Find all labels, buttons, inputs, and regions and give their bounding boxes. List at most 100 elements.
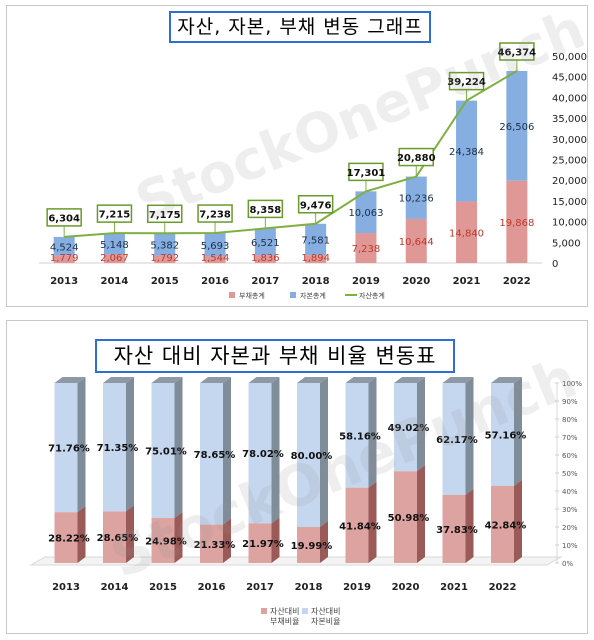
debt-ratio-bar-side xyxy=(271,517,280,563)
capital-bar xyxy=(254,228,276,256)
x-tick-label: 2019 xyxy=(343,582,371,593)
debt-bar xyxy=(355,233,377,263)
asset-callout-box xyxy=(197,204,233,223)
asset-callout-box xyxy=(46,208,82,227)
capital-data-label: 24,384 xyxy=(449,147,484,158)
capital-ratio-bar-top xyxy=(103,377,134,383)
capital-bar xyxy=(305,223,327,256)
asset-data-label: 46,374 xyxy=(498,48,537,59)
capital-bar xyxy=(103,233,125,255)
debt-ratio-bar xyxy=(345,487,369,563)
asset-callout-box xyxy=(96,204,133,223)
legend-capital-label: 자본총계 xyxy=(300,291,326,300)
y-tick-label: 35,000 xyxy=(552,114,587,125)
ratio-chart-panel: 0% 10% 20% 30% 40% 50% 60% 70% 80% 90% 100% 28.22% 7… xyxy=(6,320,588,634)
debt-ratio-label: 50.98% xyxy=(388,513,430,524)
capital-ratio-bar xyxy=(394,383,417,472)
legend-debt-ratio-swatch xyxy=(261,608,267,614)
asset-data-label: 39,224 xyxy=(447,77,486,88)
debt-data-label: 19,868 xyxy=(499,218,534,229)
capital-data-label: 10,063 xyxy=(348,208,383,219)
y-tick-label: 90% xyxy=(562,398,578,406)
x-tick-label: 2019 xyxy=(352,276,380,287)
capital-data-label: 5,693 xyxy=(201,241,230,252)
y-tick-label: 10,000 xyxy=(552,218,587,229)
y-tick-label: 45,000 xyxy=(552,73,587,84)
capital-bar xyxy=(53,236,75,256)
legend-capital-swatch xyxy=(290,292,296,298)
debt-ratio-bar-side xyxy=(77,506,86,563)
debt-data-label: 1,544 xyxy=(201,253,230,264)
asset-total-line xyxy=(64,70,518,238)
debt-data-label: 1,779 xyxy=(50,253,79,264)
capital-ratio-bar-side xyxy=(417,377,425,472)
y-tick-label: 70% xyxy=(562,434,578,442)
debt-data-label: 1,836 xyxy=(251,253,280,264)
legend-debt-label: 부채총계 xyxy=(239,291,265,300)
x-tick-label: 2018 xyxy=(295,582,323,593)
capital-ratio-bar xyxy=(103,383,126,512)
capital-ratio-label: 75.01% xyxy=(145,447,187,458)
y-tick-label: 0% xyxy=(562,560,573,568)
asset-callout-box xyxy=(247,199,284,219)
x-tick-label: 2014 xyxy=(101,582,129,593)
debt-bar xyxy=(154,255,176,263)
capital-ratio-label: 80.00% xyxy=(291,451,333,462)
debt-bar xyxy=(254,255,276,263)
asset-callout-box xyxy=(448,71,485,91)
x-tick-label: 2013 xyxy=(52,582,80,593)
debt-ratio-bar-side xyxy=(465,488,474,563)
y-tick-label: 30% xyxy=(562,506,578,514)
asset-data-label: 9,476 xyxy=(300,200,332,211)
x-tick-label: 2022 xyxy=(489,582,517,593)
debt-ratio-bar-side xyxy=(174,512,183,563)
capital-ratio-bar xyxy=(248,383,272,524)
debt-ratio-bar xyxy=(151,518,175,563)
debt-ratio-label: 24.98% xyxy=(145,537,187,548)
capital-ratio-bar xyxy=(200,383,223,525)
capital-data-label: 7,581 xyxy=(301,235,330,246)
x-tick-label: 2017 xyxy=(246,582,274,593)
capital-ratio-label: 58.16% xyxy=(339,431,381,442)
y-tick-label: 15,000 xyxy=(552,197,587,208)
capital-ratio-label: 78.02% xyxy=(242,449,284,460)
y-tick-label: 40,000 xyxy=(552,93,587,104)
chart1-title: 자산, 자본, 부채 변동 그래프 xyxy=(169,11,431,43)
chart2-title: 자산 대비 자본과 부채 비율 변동표 xyxy=(95,339,455,373)
asset-data-label: 7,238 xyxy=(199,210,231,221)
x-tick-label: 2015 xyxy=(149,582,177,593)
capital-data-label: 5,148 xyxy=(100,240,129,251)
capital-ratio-bar-side xyxy=(514,377,522,486)
capital-ratio-bar-side xyxy=(77,377,86,513)
legend-debt-ratio-label: 자산대비 xyxy=(270,606,299,616)
asset-data-label: 7,215 xyxy=(99,210,131,221)
y-tick-label: 80% xyxy=(562,416,578,424)
debt-ratio-bar xyxy=(491,485,514,563)
capital-ratio-bar-top xyxy=(394,377,425,383)
capital-ratio-bar-side xyxy=(223,377,231,525)
debt-data-label: 10,644 xyxy=(399,237,434,248)
capital-ratio-bar-top xyxy=(54,377,86,383)
capital-ratio-bar-side xyxy=(271,377,280,524)
x-tick-label: 2014 xyxy=(101,276,129,287)
capital-ratio-label: 71.76% xyxy=(48,444,90,455)
asset-data-label: 8,358 xyxy=(250,205,282,216)
capital-ratio-bar-side xyxy=(320,377,328,528)
debt-data-label: 1,792 xyxy=(150,253,179,264)
capital-ratio-label: 49.02% xyxy=(388,423,430,434)
legend-asset-label: 자산총계 xyxy=(359,291,385,300)
asset-capital-debt-chart-panel: 0 5,000 10,000 15,000 20,000 25,000 30,000 35,0… xyxy=(6,0,593,307)
capital-ratio-bar-side xyxy=(465,377,474,495)
capital-ratio-bar-top xyxy=(248,377,280,383)
capital-data-label: 5,382 xyxy=(150,240,179,251)
capital-ratio-bar-side xyxy=(368,377,377,488)
capital-ratio-bar xyxy=(151,383,175,519)
capital-ratio-label: 57.16% xyxy=(485,430,527,441)
debt-ratio-label: 28.22% xyxy=(48,534,90,545)
debt-bar xyxy=(204,256,226,263)
capital-ratio-bar-top xyxy=(491,377,522,383)
legend-debt-ratio-label: 부채비율 xyxy=(270,616,299,626)
x-tick-label: 2016 xyxy=(201,276,229,287)
y-tick-label: 20% xyxy=(562,524,578,532)
y-tick-label: 10% xyxy=(562,542,578,550)
